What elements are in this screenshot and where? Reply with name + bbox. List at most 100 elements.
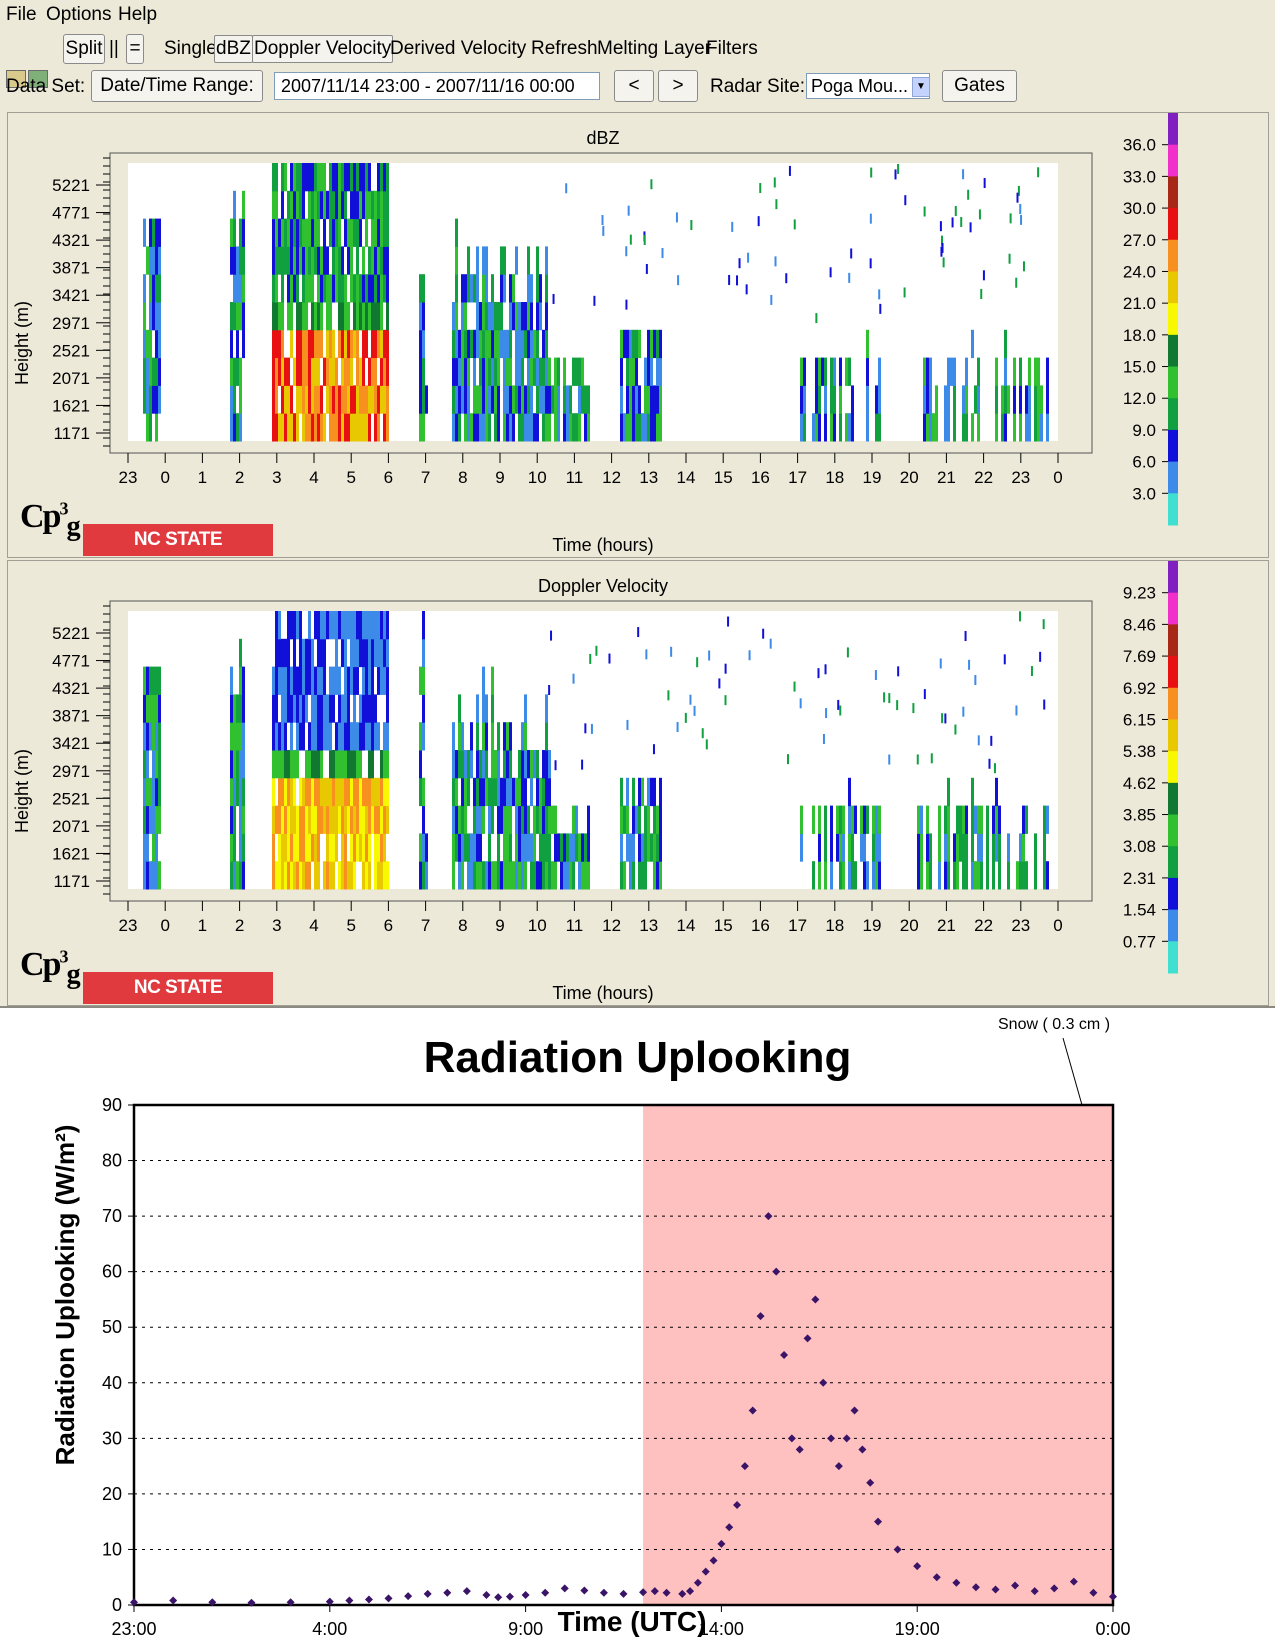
radar-echo-cell: [293, 357, 296, 386]
chevron-down-icon[interactable]: ▼: [912, 77, 930, 97]
save-disk-icon[interactable]: [28, 70, 48, 88]
radar-echo-cell: [377, 246, 380, 275]
radar-echo-cell: [242, 666, 245, 695]
radar-echo-cell: [650, 413, 653, 442]
radar-echo-cell: [530, 302, 533, 331]
radar-echo-cell: [341, 777, 344, 807]
radar-echo-cell: [242, 246, 245, 275]
gates-button[interactable]: Gates: [942, 70, 1017, 102]
radar-echo-cell: [623, 805, 626, 834]
radar-echo-cell: [650, 329, 653, 359]
radar-echo-cell: [554, 833, 557, 862]
radiation-point: [827, 1434, 836, 1443]
radar-echo-cell: [923, 206, 926, 217]
radar-echo-cell: [824, 385, 827, 414]
radar-site-select[interactable]: Poga Mou...: [806, 73, 930, 99]
doppler-velocity-button[interactable]: Doppler Velocity: [252, 35, 394, 63]
dbz-button[interactable]: dBZ: [214, 35, 253, 63]
radar-echo-cell: [476, 861, 479, 890]
split-button[interactable]: Split: [63, 34, 105, 64]
radar-echo-cell: [146, 666, 149, 695]
filters-button[interactable]: Filters: [706, 38, 758, 59]
radar-echo-cell: [326, 861, 329, 890]
radar-echo-cell: [341, 329, 344, 359]
single-button[interactable]: Single: [164, 38, 217, 59]
radar-echo-cell: [458, 357, 461, 386]
radar-echo-cell: [971, 805, 974, 834]
y-tick-label: 3421: [52, 734, 90, 753]
parallel-layout-button[interactable]: ||: [109, 38, 119, 59]
radar-echo-cell: [485, 413, 488, 442]
radar-echo-cell: [1001, 413, 1004, 442]
date-time-range-field[interactable]: 2007/11/14 23:00 - 2007/11/16 00:00: [274, 72, 600, 100]
melting-layer-button[interactable]: Melting Layer: [597, 38, 712, 59]
radar-echo-cell: [986, 805, 989, 834]
radar-echo-cell: [647, 385, 650, 414]
radar-echo-cell: [629, 385, 632, 414]
radar-echo-cell: [897, 666, 900, 677]
radar-echo-cell: [527, 750, 530, 779]
x-tick-label: 15: [714, 468, 733, 487]
radar-echo-cell: [317, 861, 320, 890]
radar-echo-cell: [239, 750, 242, 779]
radar-echo-cell: [494, 329, 497, 359]
y-tick-label: 1171: [53, 872, 90, 891]
x-tick-label: 0: [160, 916, 169, 935]
previous-range-button[interactable]: <: [614, 70, 654, 102]
radar-echo-cell: [653, 777, 656, 807]
radar-echo-cell: [314, 163, 317, 192]
radar-echo-cell: [149, 861, 152, 890]
stacked-layout-button[interactable]: =: [126, 34, 144, 64]
open-folder-icon[interactable]: [6, 70, 26, 88]
radar-echo-cell: [281, 357, 284, 386]
radar-echo-cell: [422, 413, 425, 442]
radar-echo-cell: [464, 357, 467, 386]
radar-echo-cell: [464, 805, 467, 834]
colorbar-label: 3.0: [1132, 484, 1156, 503]
dbz-xlabel: Time (hours): [552, 535, 653, 555]
radar-echo-cell: [371, 750, 374, 779]
refresh-button[interactable]: Refresh: [531, 38, 598, 59]
radar-echo-cell: [350, 218, 353, 247]
radar-echo-cell: [452, 329, 455, 359]
menu-options[interactable]: Options: [46, 4, 112, 25]
radar-echo-cell: [158, 302, 161, 331]
radar-echo-cell: [455, 302, 458, 331]
radar-echo-cell: [377, 638, 380, 668]
colorbar-segment: [1168, 208, 1178, 241]
radar-echo-cell: [455, 274, 458, 303]
menu-help[interactable]: Help: [118, 4, 158, 25]
radar-echo-cell: [524, 385, 527, 414]
y-tick-label: 0: [112, 1595, 122, 1615]
radiation-point: [932, 1573, 941, 1582]
radar-echo-cell: [545, 302, 548, 331]
radar-echo-cell: [818, 861, 821, 890]
radar-echo-cell: [290, 274, 293, 303]
radar-echo-cell: [1015, 277, 1018, 288]
radar-echo-cell: [497, 385, 500, 414]
menu-file[interactable]: File: [6, 4, 37, 25]
radar-echo-cell: [299, 190, 302, 220]
radar-echo-cell: [503, 246, 506, 275]
radar-echo-cell: [533, 750, 536, 779]
derived-velocity-button[interactable]: Derived Velocity: [390, 38, 527, 59]
radar-echo-cell: [341, 357, 344, 386]
radar-echo-cell: [356, 750, 359, 779]
next-range-button[interactable]: >: [658, 70, 698, 102]
radar-echo-cell: [311, 833, 314, 862]
radar-echo-cell: [317, 163, 320, 192]
y-tick-label: 80: [102, 1151, 122, 1171]
radar-echo-cell: [377, 722, 380, 751]
radar-echo-cell: [956, 805, 959, 834]
radar-echo-cell: [461, 805, 464, 834]
radar-echo-cell: [371, 611, 374, 640]
radar-echo-cell: [275, 638, 278, 668]
radar-echo-cell: [380, 218, 383, 247]
date-time-range-button[interactable]: Date/Time Range:: [91, 70, 263, 102]
radar-echo-cell: [290, 246, 293, 275]
radar-echo-cell: [584, 385, 587, 414]
radar-echo-cell: [371, 246, 374, 275]
radar-echo-cell: [509, 357, 512, 386]
radar-echo-cell: [560, 861, 563, 890]
radar-echo-cell: [371, 357, 374, 386]
